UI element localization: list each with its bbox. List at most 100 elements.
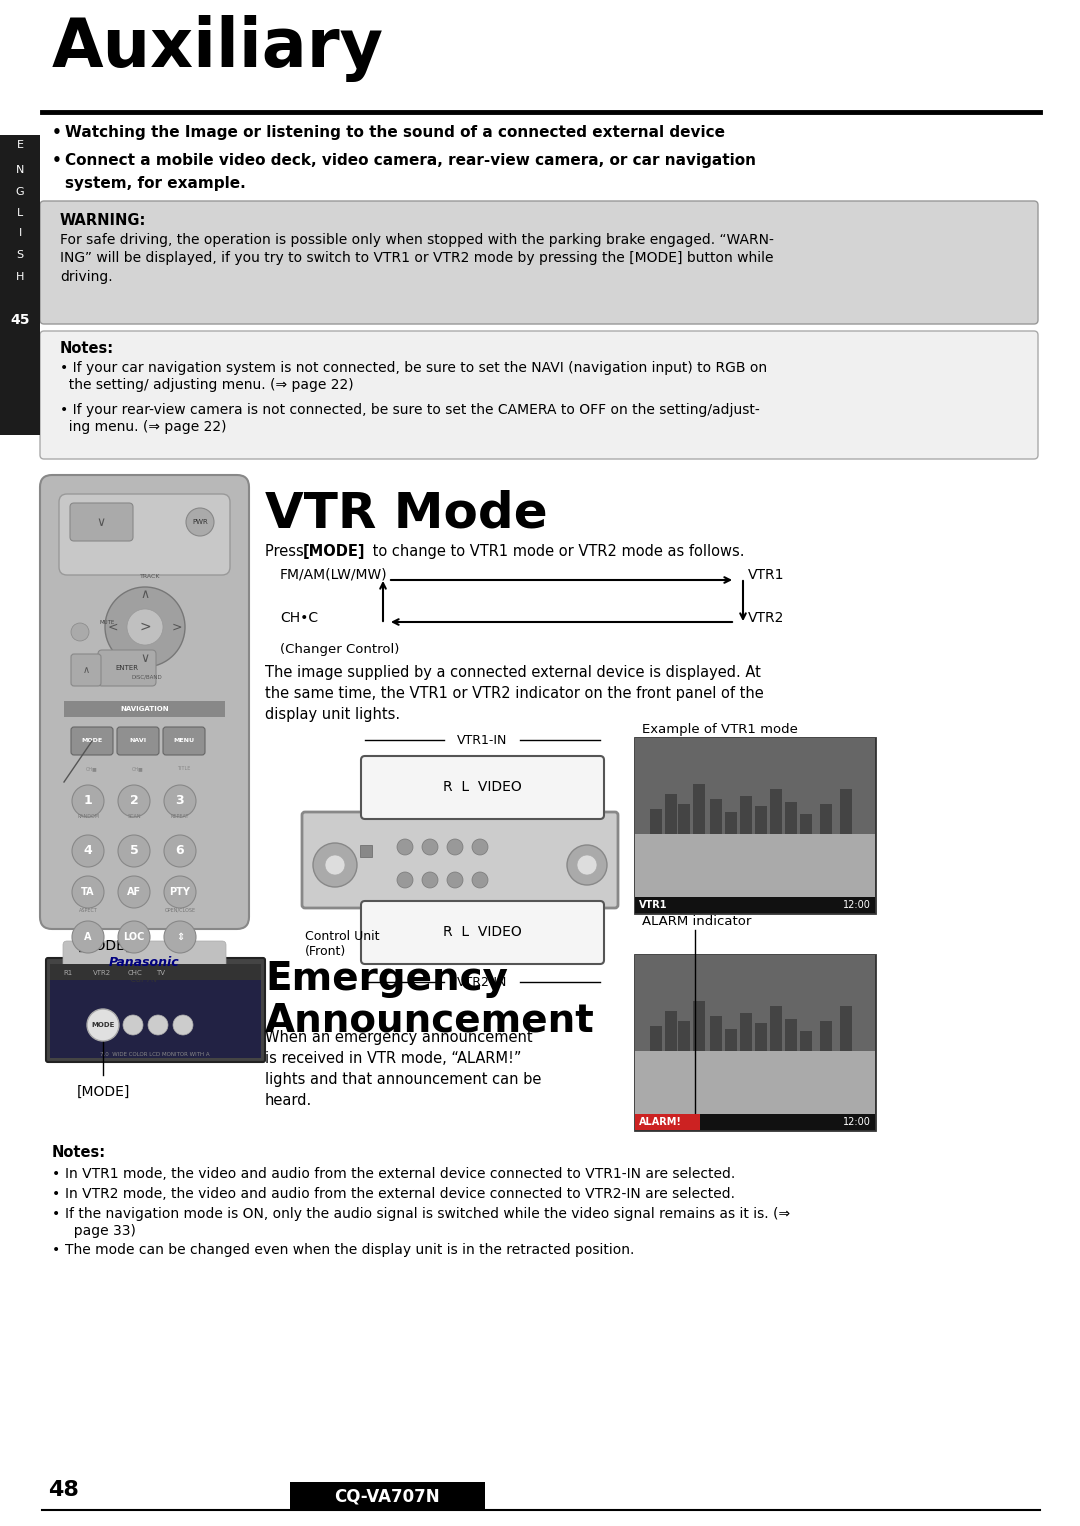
Text: R  L  VIDEO: R L VIDEO (443, 925, 522, 938)
Text: system, for example.: system, for example. (65, 175, 246, 191)
Text: VTR2-IN: VTR2-IN (457, 975, 508, 989)
Text: MODE: MODE (92, 1022, 114, 1029)
Circle shape (118, 922, 150, 954)
Text: [MODE]: [MODE] (303, 543, 365, 559)
Circle shape (164, 784, 195, 816)
Text: E: E (16, 140, 24, 150)
FancyBboxPatch shape (71, 726, 113, 755)
Text: TRACK: TRACK (139, 574, 160, 580)
Circle shape (397, 871, 413, 888)
Bar (710, 1016, 723, 1051)
Bar (725, 812, 737, 835)
Circle shape (71, 623, 89, 641)
Circle shape (72, 835, 104, 867)
Text: G: G (16, 188, 25, 197)
Text: •: • (52, 1187, 60, 1201)
Text: Control Unit
(Front): Control Unit (Front) (305, 929, 379, 958)
Text: OPEN/CLOSE: OPEN/CLOSE (164, 908, 195, 913)
Text: SCAN: SCAN (127, 815, 140, 819)
Text: TITLE: TITLE (177, 766, 191, 772)
Text: Auxiliary: Auxiliary (52, 15, 384, 82)
Circle shape (422, 839, 438, 855)
Bar (291, 1482, 485, 1511)
Text: N: N (16, 165, 24, 175)
Text: The mode can be changed even when the display unit is in the retracted position.: The mode can be changed even when the di… (65, 1244, 634, 1257)
FancyBboxPatch shape (163, 726, 205, 755)
Circle shape (72, 876, 104, 908)
Text: VTR1: VTR1 (639, 900, 667, 909)
FancyBboxPatch shape (361, 755, 604, 819)
Bar (678, 804, 690, 835)
Circle shape (577, 855, 597, 874)
Text: Watching the Image or listening to the sound of a connected external device: Watching the Image or listening to the s… (65, 125, 725, 140)
Circle shape (164, 835, 195, 867)
Text: 12:00: 12:00 (843, 1117, 870, 1128)
Text: Emergency
Announcement: Emergency Announcement (265, 960, 595, 1039)
Circle shape (325, 855, 345, 874)
Text: ∨: ∨ (96, 516, 106, 528)
Text: Connect a mobile video deck, video camera, rear-view camera, or car navigation: Connect a mobile video deck, video camer… (65, 153, 756, 168)
Bar (635, 1114, 700, 1129)
Text: R1: R1 (63, 971, 72, 977)
Text: RANDOM: RANDOM (77, 815, 99, 819)
Text: R  L  VIDEO: R L VIDEO (443, 780, 522, 794)
Text: I: I (18, 227, 22, 238)
FancyBboxPatch shape (59, 494, 230, 575)
Bar (650, 1027, 662, 1051)
Circle shape (313, 842, 357, 887)
Text: VTR2: VTR2 (748, 610, 784, 626)
Bar (665, 1012, 677, 1051)
Bar (50, 980, 261, 1058)
Bar (785, 1019, 797, 1051)
Text: CHC: CHC (129, 971, 143, 977)
Circle shape (118, 784, 150, 816)
FancyBboxPatch shape (302, 812, 618, 908)
Bar (635, 897, 875, 913)
Text: •: • (52, 153, 62, 168)
Text: ⇕: ⇕ (176, 932, 184, 942)
Circle shape (397, 839, 413, 855)
Text: Notes:: Notes: (52, 1144, 106, 1160)
Text: VTR1-IN: VTR1-IN (457, 734, 508, 746)
Text: ASPECT: ASPECT (79, 908, 97, 913)
Bar (693, 784, 705, 835)
Circle shape (422, 871, 438, 888)
Text: 1: 1 (83, 795, 93, 807)
Circle shape (123, 1015, 143, 1035)
Bar (678, 1021, 690, 1051)
Text: CH•C: CH•C (280, 610, 319, 626)
Text: CH■: CH■ (132, 766, 144, 772)
Bar (740, 1013, 752, 1051)
Circle shape (105, 588, 185, 667)
Bar (820, 1021, 832, 1051)
Bar (635, 835, 875, 913)
FancyBboxPatch shape (98, 650, 156, 687)
Text: A: A (84, 932, 92, 942)
Circle shape (72, 784, 104, 816)
Bar (64, 700, 225, 717)
Circle shape (118, 835, 150, 867)
Circle shape (148, 1015, 168, 1035)
Text: ALARM indicator: ALARM indicator (642, 916, 752, 928)
Text: •: • (52, 1167, 60, 1181)
Circle shape (567, 845, 607, 885)
Bar (755, 806, 767, 835)
FancyBboxPatch shape (40, 201, 1038, 324)
Text: AF: AF (127, 887, 141, 897)
Bar (50, 964, 261, 983)
Text: (Changer Control): (Changer Control) (280, 642, 400, 656)
Bar (840, 1006, 852, 1051)
Text: ALARM!: ALARM! (639, 1117, 681, 1128)
Text: NAVI: NAVI (130, 739, 147, 743)
Text: <: < (108, 621, 118, 633)
Text: For safe driving, the operation is possible only when stopped with the parking b: For safe driving, the operation is possi… (60, 233, 774, 284)
Text: ∨: ∨ (140, 653, 149, 665)
Circle shape (173, 1015, 193, 1035)
Text: FM/AM(LW/MW): FM/AM(LW/MW) (280, 568, 388, 581)
Circle shape (472, 839, 488, 855)
Text: •: • (52, 1244, 60, 1257)
Text: ∧: ∧ (140, 589, 149, 601)
Text: • If your rear-view camera is not connected, be sure to set the CAMERA to OFF on: • If your rear-view camera is not connec… (60, 403, 759, 435)
Circle shape (164, 876, 195, 908)
Circle shape (127, 609, 163, 645)
